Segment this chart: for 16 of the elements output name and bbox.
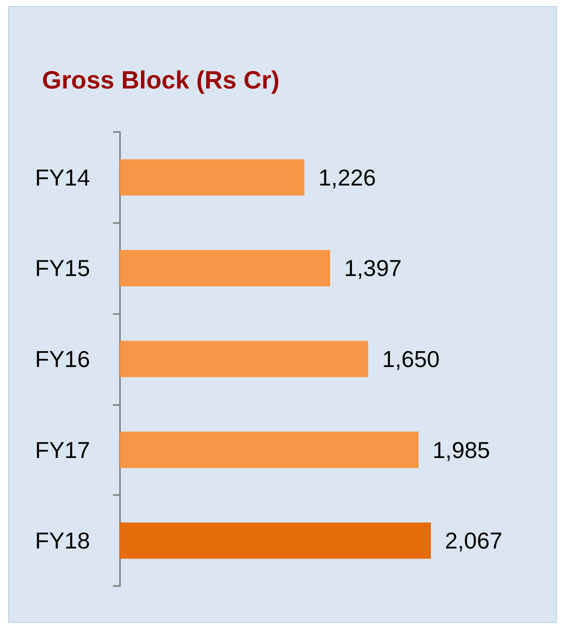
bar — [120, 432, 419, 468]
data-label: 1,397 — [344, 255, 402, 282]
y-tick-label: FY18 — [35, 528, 90, 554]
y-tick-label: FY14 — [35, 164, 90, 190]
data-label: 2,067 — [444, 528, 502, 554]
y-tick-label: FY17 — [35, 436, 90, 463]
bar — [120, 340, 368, 378]
bar — [120, 522, 431, 559]
data-label: 1,226 — [318, 164, 376, 190]
y-tick-label: FY16 — [35, 346, 90, 372]
y-tick-label: FY15 — [35, 255, 90, 282]
chart-title: Gross Block (Rs Cr) — [42, 66, 280, 94]
bar — [120, 250, 330, 286]
data-label: 1,650 — [382, 346, 440, 372]
data-label: 1,985 — [432, 436, 490, 463]
bar — [120, 159, 304, 196]
